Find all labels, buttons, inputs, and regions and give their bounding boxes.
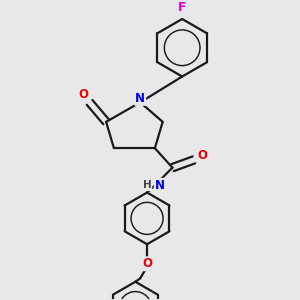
Text: N: N	[155, 179, 165, 192]
Text: N: N	[135, 92, 145, 105]
Text: O: O	[198, 149, 208, 163]
Text: F: F	[178, 1, 186, 14]
Text: H: H	[143, 180, 152, 190]
Text: O: O	[79, 88, 89, 101]
Text: O: O	[142, 257, 152, 270]
